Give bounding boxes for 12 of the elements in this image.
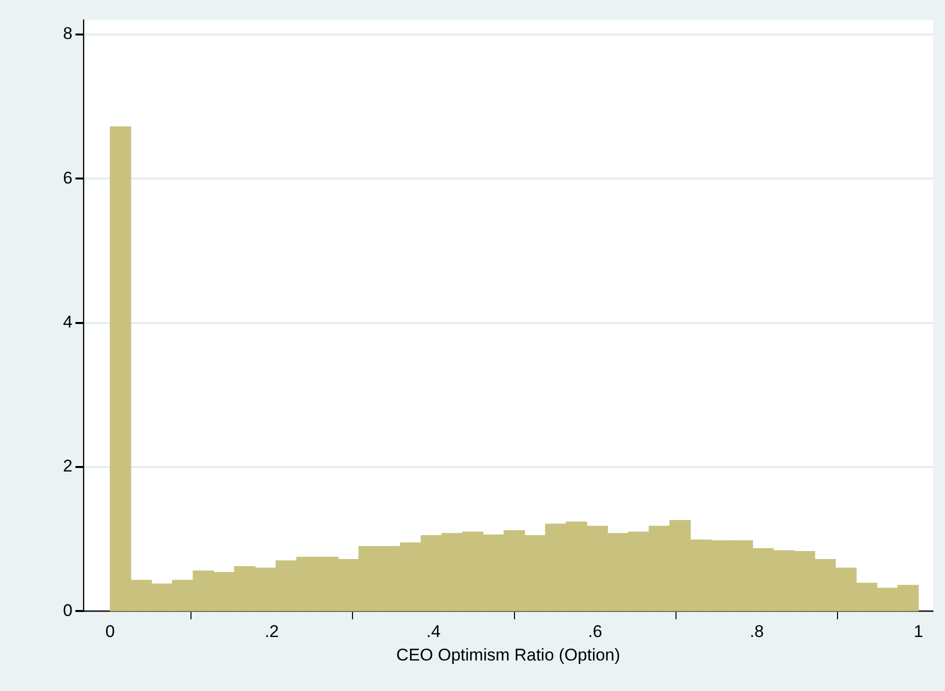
x-tick-label: 0 <box>105 622 115 642</box>
y-tick-label: 4 <box>62 312 72 332</box>
x-tick-label: 1 <box>914 622 924 642</box>
x-tick-label: .8 <box>750 622 764 642</box>
y-tick-label: 8 <box>62 24 72 44</box>
x-axis-title: CEO Optimism Ratio (Option) <box>396 645 620 664</box>
x-tick-label: .2 <box>264 622 279 642</box>
x-tick-label: .6 <box>588 622 602 642</box>
y-tick-label: 6 <box>62 168 72 188</box>
y-tick-label: 2 <box>62 456 72 476</box>
y-tick-label: 0 <box>62 600 72 620</box>
x-tick-label: .4 <box>426 622 441 642</box>
